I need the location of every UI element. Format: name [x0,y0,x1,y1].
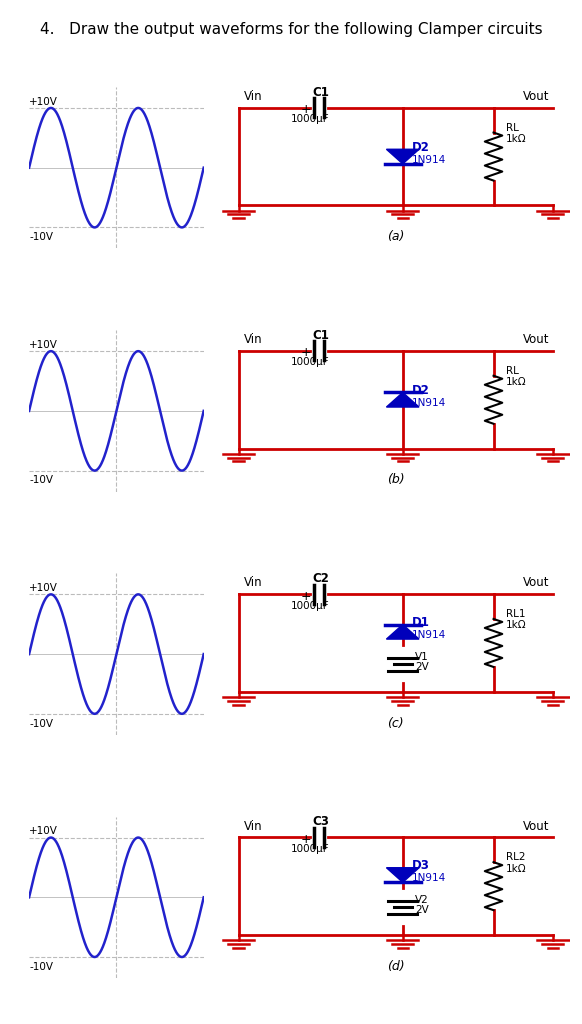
Text: 1000μF: 1000μF [291,357,329,368]
Text: 1N914: 1N914 [411,630,446,640]
Text: +10V: +10V [29,96,58,106]
Text: 1000μF: 1000μF [291,115,329,124]
Text: 1N914: 1N914 [411,873,446,883]
Text: 1000μF: 1000μF [291,844,329,854]
Text: -10V: -10V [29,232,54,243]
Text: 1kΩ: 1kΩ [506,621,526,631]
Text: 1000μF: 1000μF [291,601,329,610]
Text: Vin: Vin [244,90,262,103]
Text: +: + [301,590,311,603]
Text: C1: C1 [313,329,329,342]
Text: Vin: Vin [244,819,262,833]
Text: (b): (b) [387,473,404,486]
Text: V2: V2 [415,895,429,905]
Text: 1kΩ: 1kΩ [506,863,526,873]
Text: RL2: RL2 [506,852,526,862]
Text: V1: V1 [415,652,429,662]
Polygon shape [386,150,419,164]
Polygon shape [386,625,419,639]
Text: RL1: RL1 [506,609,526,620]
Text: +: + [301,103,311,117]
Text: +10V: +10V [29,340,58,350]
Text: Vin: Vin [244,333,262,346]
Text: -10V: -10V [29,475,54,485]
Text: D1: D1 [411,615,430,629]
Polygon shape [386,392,419,408]
Text: D2: D2 [411,384,430,396]
Text: Vout: Vout [523,577,549,590]
Text: -10V: -10V [29,962,54,972]
Text: C3: C3 [313,815,329,828]
Text: -10V: -10V [29,719,54,729]
Text: 1kΩ: 1kΩ [506,377,526,387]
Text: D3: D3 [411,859,430,872]
Text: 1kΩ: 1kΩ [506,134,526,144]
Text: C1: C1 [313,86,329,98]
Text: +: + [301,833,311,846]
Text: 1N914: 1N914 [411,397,446,408]
Text: C2: C2 [313,572,329,585]
Text: Vout: Vout [523,333,549,346]
Text: (a): (a) [387,230,404,243]
Polygon shape [386,867,419,883]
Text: 1N914: 1N914 [411,155,446,165]
Text: +: + [301,346,311,359]
Text: (c): (c) [388,717,404,729]
Text: Vin: Vin [244,577,262,590]
Text: D2: D2 [411,140,430,154]
Text: 4.   Draw the output waveforms for the following Clamper circuits: 4. Draw the output waveforms for the fol… [40,22,542,37]
Text: 2V: 2V [415,663,429,672]
Text: RL: RL [506,123,519,133]
Text: 2V: 2V [415,905,429,915]
Text: RL: RL [506,366,519,376]
Text: (d): (d) [387,959,404,973]
Text: +10V: +10V [29,583,58,593]
Text: Vout: Vout [523,90,549,103]
Text: Vout: Vout [523,819,549,833]
Text: +10V: +10V [29,826,58,837]
